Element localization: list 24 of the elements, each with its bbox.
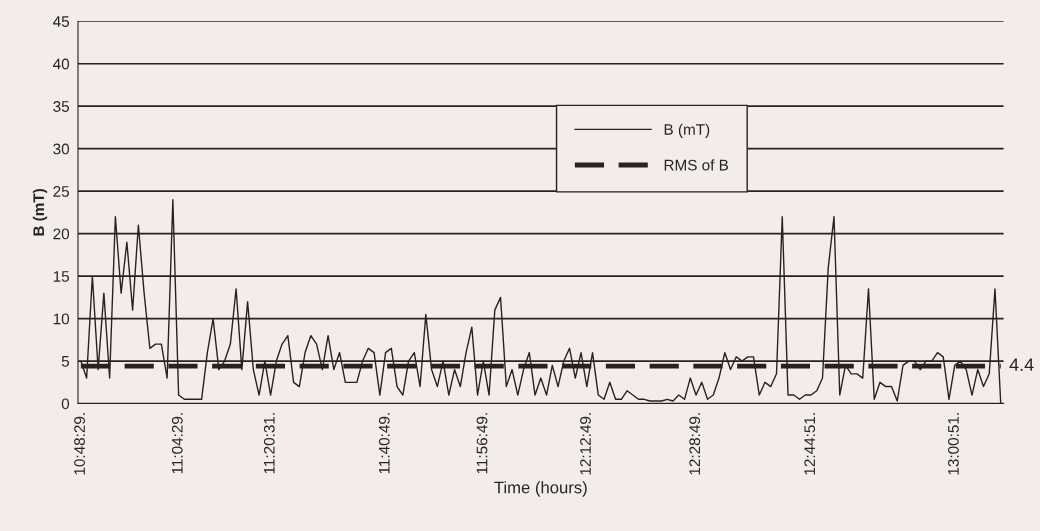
- x-tick-label: 12:44:51.: [804, 413, 816, 475]
- x-axis-title: Time (hours): [494, 481, 587, 497]
- data-label: 4.4: [1009, 358, 1034, 371]
- y-tick-label: 10: [53, 313, 70, 325]
- y-tick-label: 20: [53, 228, 70, 240]
- x-tick-label: 12:28:49.: [689, 413, 701, 475]
- x-tick-label: 11:04:29.: [171, 413, 183, 474]
- x-tick-label: 10:48:29.: [74, 413, 85, 475]
- y-tick-label: 30: [53, 143, 70, 155]
- x-tick-label: 13:00:51.: [948, 413, 959, 475]
- legend-label: B (mT): [664, 123, 710, 138]
- y-tick-label: 15: [53, 271, 70, 282]
- x-tick-label: 11:20:31.: [263, 413, 275, 474]
- y-tick-label: 0: [61, 398, 70, 410]
- y-axis-title: B (mT): [32, 188, 48, 236]
- y-tick-label: 5: [61, 356, 70, 367]
- x-tick-label: 11:40:49.: [378, 413, 390, 474]
- x-tick-label: 12:12:49.: [580, 413, 591, 475]
- x-tick-label: 11:56:49.: [476, 413, 488, 474]
- legend-label: RMS of B: [664, 159, 729, 171]
- y-tick-label: 35: [53, 101, 70, 112]
- y-tick-label: 40: [53, 58, 70, 70]
- y-tick-label: 25: [53, 186, 70, 197]
- y-tick-label: 45: [53, 16, 70, 27]
